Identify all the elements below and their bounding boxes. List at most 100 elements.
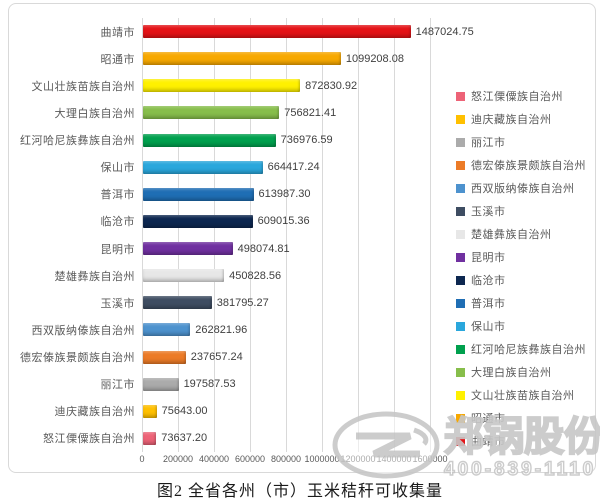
legend-label: 普洱市 bbox=[471, 298, 506, 310]
legend-item: 大理白族自治州 bbox=[456, 364, 586, 380]
bar-row: 丽江市 197587.53 bbox=[9, 376, 469, 392]
category-label: 德宏傣族景颇族自治州 bbox=[20, 352, 135, 365]
legend-label: 临沧市 bbox=[471, 275, 506, 287]
legend-item: 丽江市 bbox=[456, 134, 586, 150]
legend-label: 德宏傣族景颇族自治州 bbox=[471, 160, 586, 172]
legend-swatch bbox=[456, 91, 465, 101]
legend-swatch bbox=[456, 252, 465, 262]
legend-item: 迪庆藏族自治州 bbox=[456, 111, 586, 127]
chart-frame: 曲靖市 1487024.75 昭通市 1099208.08 文山壮族苗族自治州 87283… bbox=[8, 3, 596, 473]
legend-swatch bbox=[456, 206, 465, 216]
gridline bbox=[250, 18, 251, 452]
bar-row: 迪庆藏族自治州 75643.00 bbox=[9, 403, 469, 419]
x-axis-tick-label: 600000 bbox=[234, 454, 266, 464]
legend-item: 文山壮族苗族自治州 bbox=[456, 387, 586, 403]
legend-label: 曲靖市 bbox=[471, 436, 506, 448]
value-label: 450828.56 bbox=[229, 269, 282, 282]
legend-swatch bbox=[456, 436, 465, 446]
legend-item: 保山市 bbox=[456, 318, 586, 334]
legend-label: 玉溪市 bbox=[471, 206, 506, 218]
legend-swatch bbox=[456, 114, 465, 124]
legend-item: 昆明市 bbox=[456, 249, 586, 265]
x-axis: 0 200000 400000 600000 800000 1000000 1200000 1… bbox=[139, 454, 447, 466]
legend-item: 玉溪市 bbox=[456, 203, 586, 219]
bar-row: 德宏傣族景颇族自治州 237657.24 bbox=[9, 349, 469, 365]
legend-item: 临沧市 bbox=[456, 272, 586, 288]
x-axis-tick-label: 1400000 bbox=[376, 454, 412, 464]
legend-label: 迪庆藏族自治州 bbox=[471, 114, 552, 126]
bar bbox=[143, 214, 253, 228]
legend-item: 昭通市 bbox=[456, 410, 586, 426]
legend-swatch bbox=[456, 344, 465, 354]
bar bbox=[143, 25, 411, 39]
x-axis-tick-label: 200000 bbox=[162, 454, 194, 464]
x-axis-tick-label: 1200000 bbox=[340, 454, 376, 464]
bar-row: 大理白族自治州 756821.41 bbox=[9, 105, 469, 121]
category-label: 楚雄彝族自治州 bbox=[54, 270, 135, 283]
legend: 怒江傈僳族自治州 迪庆藏族自治州 丽江市德宏傣族景颇族自治州 西双版纳傣族自治州 玉溪市… bbox=[456, 88, 586, 449]
legend-label: 怒江傈僳族自治州 bbox=[471, 91, 563, 103]
category-label: 怒江傈僳族自治州 bbox=[43, 433, 135, 446]
bar-row: 曲靖市 1487024.75 bbox=[9, 24, 474, 40]
category-label: 玉溪市 bbox=[100, 297, 135, 310]
category-label: 丽江市 bbox=[100, 379, 135, 392]
bar bbox=[143, 323, 191, 337]
gridline bbox=[286, 18, 287, 452]
x-axis-tick-label: 0 bbox=[139, 454, 145, 464]
gridline bbox=[430, 18, 431, 452]
x-axis-tick-label: 400000 bbox=[198, 454, 230, 464]
value-label: 262821.96 bbox=[195, 323, 248, 336]
plot-area bbox=[142, 18, 431, 452]
bar bbox=[143, 160, 263, 174]
bar-row: 普洱市 613987.30 bbox=[9, 186, 469, 202]
category-label: 昭通市 bbox=[100, 53, 135, 66]
legend-label: 西双版纳傣族自治州 bbox=[471, 183, 575, 195]
bar bbox=[143, 350, 186, 364]
legend-swatch bbox=[456, 413, 465, 423]
bar-row: 昆明市 498074.81 bbox=[9, 241, 469, 257]
legend-label: 楚雄彝族自治州 bbox=[471, 229, 552, 241]
legend-label: 保山市 bbox=[471, 321, 506, 333]
legend-swatch bbox=[456, 321, 465, 331]
bar-rows: 曲靖市 1487024.75 昭通市 1099208.08 文山壮族苗族自治州 87283… bbox=[9, 18, 474, 452]
bar bbox=[143, 242, 233, 256]
legend-item: 德宏傣族景颇族自治州 bbox=[456, 157, 586, 173]
legend-swatch bbox=[456, 160, 465, 170]
gridline bbox=[214, 18, 215, 452]
x-axis-tick-label: 1600000 bbox=[412, 454, 448, 464]
category-label: 普洱市 bbox=[100, 189, 135, 202]
category-label: 西双版纳傣族自治州 bbox=[31, 324, 135, 337]
bar bbox=[143, 377, 179, 391]
category-label: 曲靖市 bbox=[100, 26, 135, 39]
legend-swatch bbox=[456, 298, 465, 308]
bar bbox=[143, 52, 341, 66]
category-label: 迪庆藏族自治州 bbox=[54, 406, 135, 419]
gridline bbox=[322, 18, 323, 452]
bar bbox=[143, 296, 212, 310]
bar bbox=[143, 106, 280, 120]
value-label: 498074.81 bbox=[237, 242, 290, 255]
legend-item: 楚雄彝族自治州 bbox=[456, 226, 586, 242]
value-label: 756821.41 bbox=[284, 106, 337, 119]
bar-row: 怒江傈僳族自治州 73637.20 bbox=[9, 430, 469, 446]
value-label: 75643.00 bbox=[161, 405, 208, 418]
legend-swatch bbox=[456, 229, 465, 239]
legend-swatch bbox=[456, 137, 465, 147]
gridline bbox=[178, 18, 179, 452]
legend-item: 红河哈尼族彝族自治州 bbox=[456, 341, 586, 357]
x-axis-tick-label: 800000 bbox=[270, 454, 302, 464]
bar bbox=[143, 187, 254, 201]
gridline bbox=[358, 18, 359, 452]
value-label: 381795.27 bbox=[216, 296, 269, 309]
value-label: 237657.24 bbox=[190, 351, 243, 364]
legend-swatch bbox=[456, 275, 465, 285]
legend-swatch bbox=[456, 183, 465, 193]
legend-item: 曲靖市 bbox=[456, 433, 586, 449]
category-label: 大理白族自治州 bbox=[54, 107, 135, 120]
value-label: 613987.30 bbox=[258, 188, 311, 201]
bar bbox=[143, 269, 225, 283]
legend-label: 丽江市 bbox=[471, 137, 506, 149]
legend-label: 文山壮族苗族自治州 bbox=[471, 390, 575, 402]
bar bbox=[143, 404, 157, 418]
bar-row: 昭通市 1099208.08 bbox=[9, 51, 469, 67]
